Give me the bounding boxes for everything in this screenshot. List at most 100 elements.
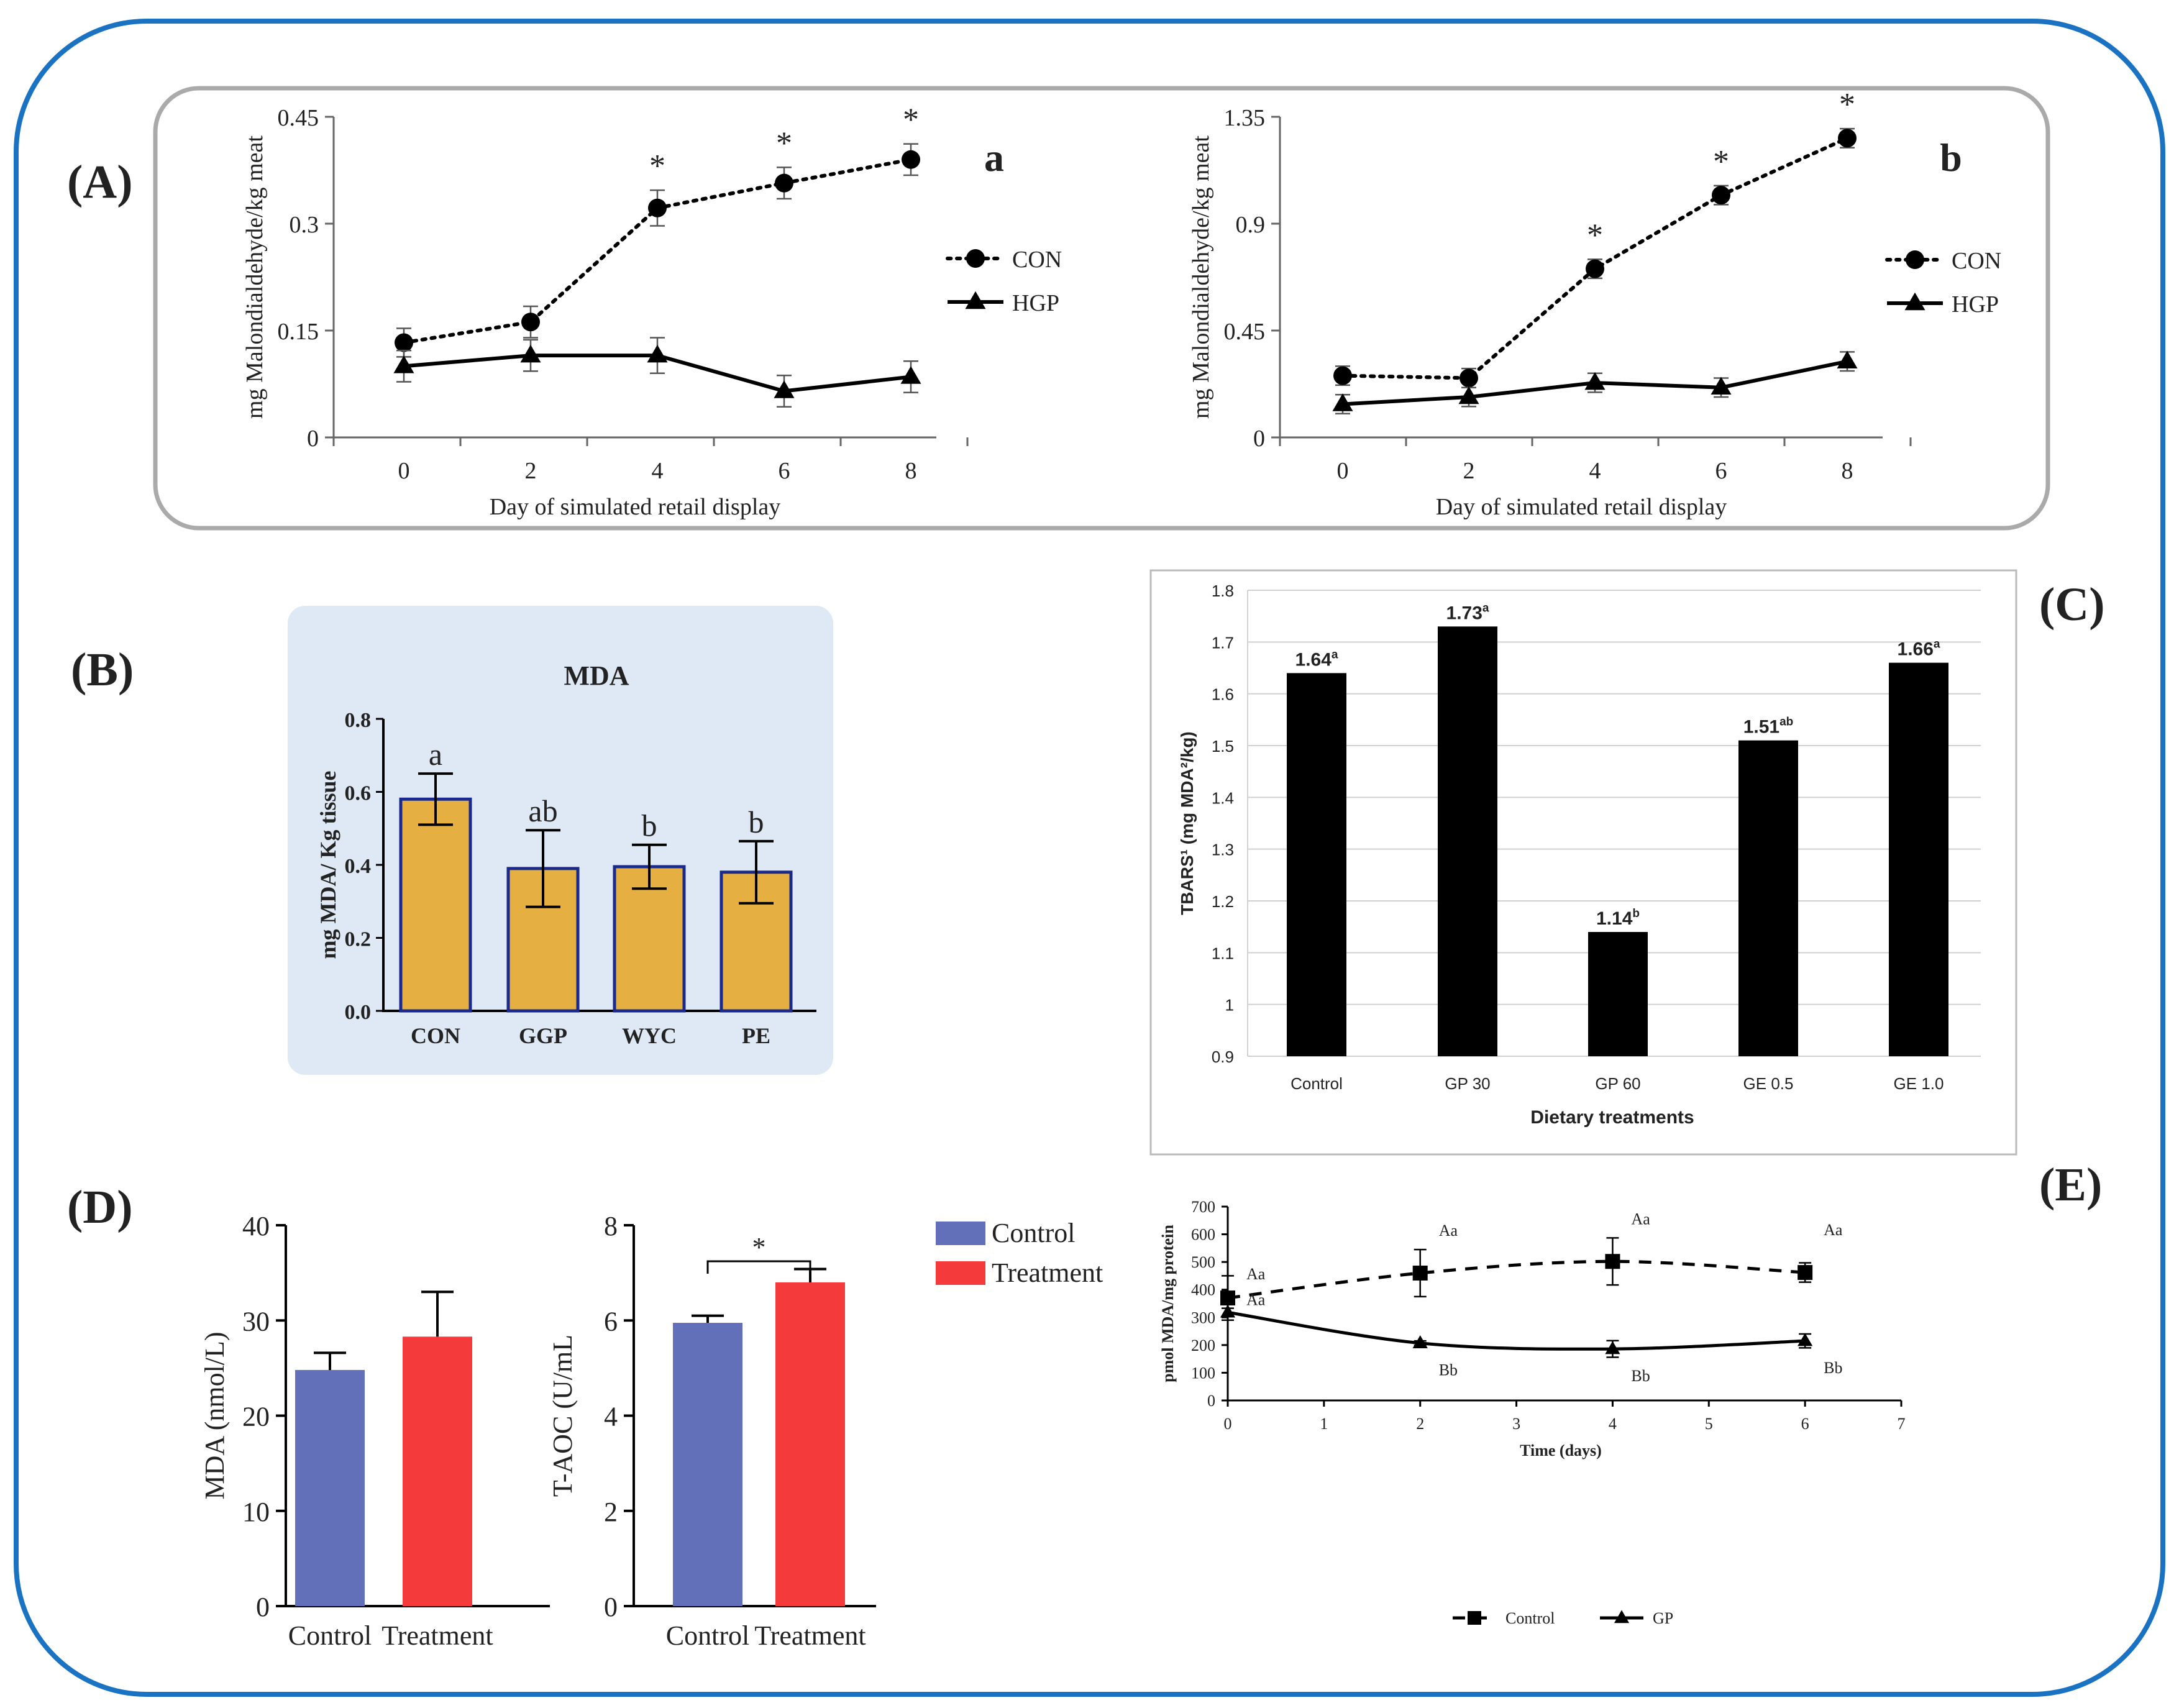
y-axis-label: pmol MDA/mg protein	[1159, 1225, 1177, 1382]
bar	[295, 1369, 365, 1606]
x-tick-label: PE	[742, 1023, 770, 1048]
legend-marker	[1904, 292, 1925, 311]
x-tick-label: Treatment	[754, 1620, 866, 1651]
y-tick-label: 0	[256, 1592, 270, 1622]
x-tick-label: 4	[652, 458, 664, 484]
significance-letter: Bb	[1824, 1359, 1842, 1377]
y-tick-label: 0	[1253, 426, 1265, 452]
panel-label-e: (E)	[2039, 1159, 2102, 1211]
significance-letter: Aa	[1631, 1210, 1650, 1228]
panel-label-a: (A)	[67, 156, 133, 208]
y-axis-label: mg Malondialdehyde/kg meat	[1188, 135, 1214, 419]
panel-label-b: (B)	[71, 644, 134, 696]
x-tick-label: Control	[288, 1620, 372, 1651]
data-point	[1333, 366, 1352, 385]
chart-b-line: 0 0.45 0.9 1.35 0 2 4 6 8 Day of simulated retail…	[1188, 87, 2001, 520]
chart-mda-bar: MDA 0.0 0.2 0.4 0.6 0.8 mg MDA/ Kg tissue a CON a…	[316, 660, 816, 1048]
y-tick-label: 0.2	[345, 928, 372, 951]
significance-letter: b	[749, 805, 764, 839]
significance-star: *	[903, 103, 919, 138]
y-tick-label: 0.4	[345, 855, 372, 878]
data-point	[1711, 377, 1732, 395]
y-tick-label: 0	[1207, 1392, 1215, 1410]
data-point	[1584, 372, 1606, 390]
data-label-value: 1.51	[1743, 717, 1779, 738]
bar	[1889, 662, 1948, 1056]
y-tick-label: 0.15	[278, 319, 319, 345]
panel-label-d: (D)	[67, 1181, 133, 1233]
legend-label: Treatment	[992, 1258, 1103, 1288]
data-point	[1838, 129, 1857, 148]
data-point	[393, 355, 414, 373]
y-tick-label: 0.9	[1236, 212, 1266, 238]
significance-letter: Aa	[1824, 1221, 1843, 1239]
legend-marker	[966, 249, 985, 268]
x-tick-label: 8	[905, 458, 917, 484]
y-tick-label: 10	[242, 1497, 270, 1527]
legend-label: HGP	[1952, 291, 1999, 317]
y-tick-label: 1.4	[1212, 788, 1234, 807]
significance-letter: Aa	[1439, 1222, 1458, 1240]
x-tick-label: 2	[525, 458, 537, 484]
data-point	[1798, 1265, 1813, 1281]
y-tick-label: 0.3	[290, 212, 319, 238]
significance-star: *	[776, 126, 792, 161]
error-bar	[421, 1290, 454, 1337]
data-label-letter: a	[1482, 601, 1489, 614]
data-point	[1332, 393, 1353, 411]
significance-star: *	[649, 148, 665, 184]
significance-letter: Aa	[1246, 1265, 1266, 1283]
significance-letter: Bb	[1631, 1367, 1650, 1385]
data-label-letter: a	[1934, 638, 1940, 651]
significance-bracket	[706, 1260, 811, 1274]
y-tick-label: 1.5	[1212, 737, 1234, 756]
x-tick-label: 6	[1801, 1415, 1809, 1433]
y-tick-label: 1.8	[1212, 582, 1234, 600]
x-tick-label: 3	[1512, 1415, 1520, 1433]
chart-title: MDA	[564, 660, 629, 691]
y-tick-label: 1.35	[1224, 105, 1266, 131]
legend-marker	[1468, 1611, 1481, 1625]
bar	[613, 865, 686, 1013]
legend-label: Control	[1505, 1609, 1555, 1627]
legend-label: GP	[1653, 1609, 1673, 1627]
significance-star: *	[1839, 87, 1855, 122]
significance-star: *	[752, 1232, 766, 1263]
subplot-tag: b	[1940, 135, 1962, 180]
panel-label-c: (C)	[2039, 578, 2105, 631]
bar	[775, 1282, 845, 1606]
bar	[719, 870, 793, 1013]
data-point	[1798, 1333, 1813, 1346]
data-label: 1.64a	[1295, 648, 1338, 670]
data-point	[1412, 1265, 1428, 1281]
x-tick-label: 5	[1705, 1415, 1713, 1433]
data-point	[1605, 1341, 1620, 1354]
x-tick-label: 0	[1337, 458, 1349, 484]
y-tick-label: 1.1	[1212, 944, 1234, 962]
x-tick-label: 7	[1898, 1415, 1906, 1433]
significance-letter: Bb	[1439, 1361, 1458, 1379]
significance-letter: ab	[528, 793, 557, 828]
significance-letter: Aa	[1246, 1290, 1266, 1308]
significance-star: *	[1587, 217, 1603, 253]
panel-c-frame	[1149, 569, 2017, 1156]
bar	[1438, 626, 1497, 1056]
data-point	[1837, 350, 1858, 368]
x-tick-label: WYC	[622, 1023, 677, 1048]
data-label-value: 1.64	[1295, 649, 1332, 670]
x-tick-label: GP 60	[1595, 1074, 1640, 1093]
bar	[1588, 932, 1648, 1056]
x-tick-label: CON	[411, 1023, 460, 1048]
data-point	[647, 344, 668, 363]
x-axis-label: Day of simulated retail display	[490, 494, 781, 520]
legend-swatch	[936, 1261, 985, 1285]
legend-label: CON	[1012, 247, 1062, 273]
legend-marker	[965, 291, 986, 309]
x-tick-label: Control	[1290, 1074, 1343, 1093]
data-label: 1.51ab	[1743, 716, 1794, 738]
y-axis-label: T-AOC (U/mL	[547, 1335, 578, 1497]
x-tick-label: 0	[1224, 1415, 1232, 1433]
y-tick-label: 700	[1191, 1198, 1215, 1216]
data-label: 1.14b	[1596, 907, 1640, 929]
x-tick-label: 0	[398, 458, 410, 484]
